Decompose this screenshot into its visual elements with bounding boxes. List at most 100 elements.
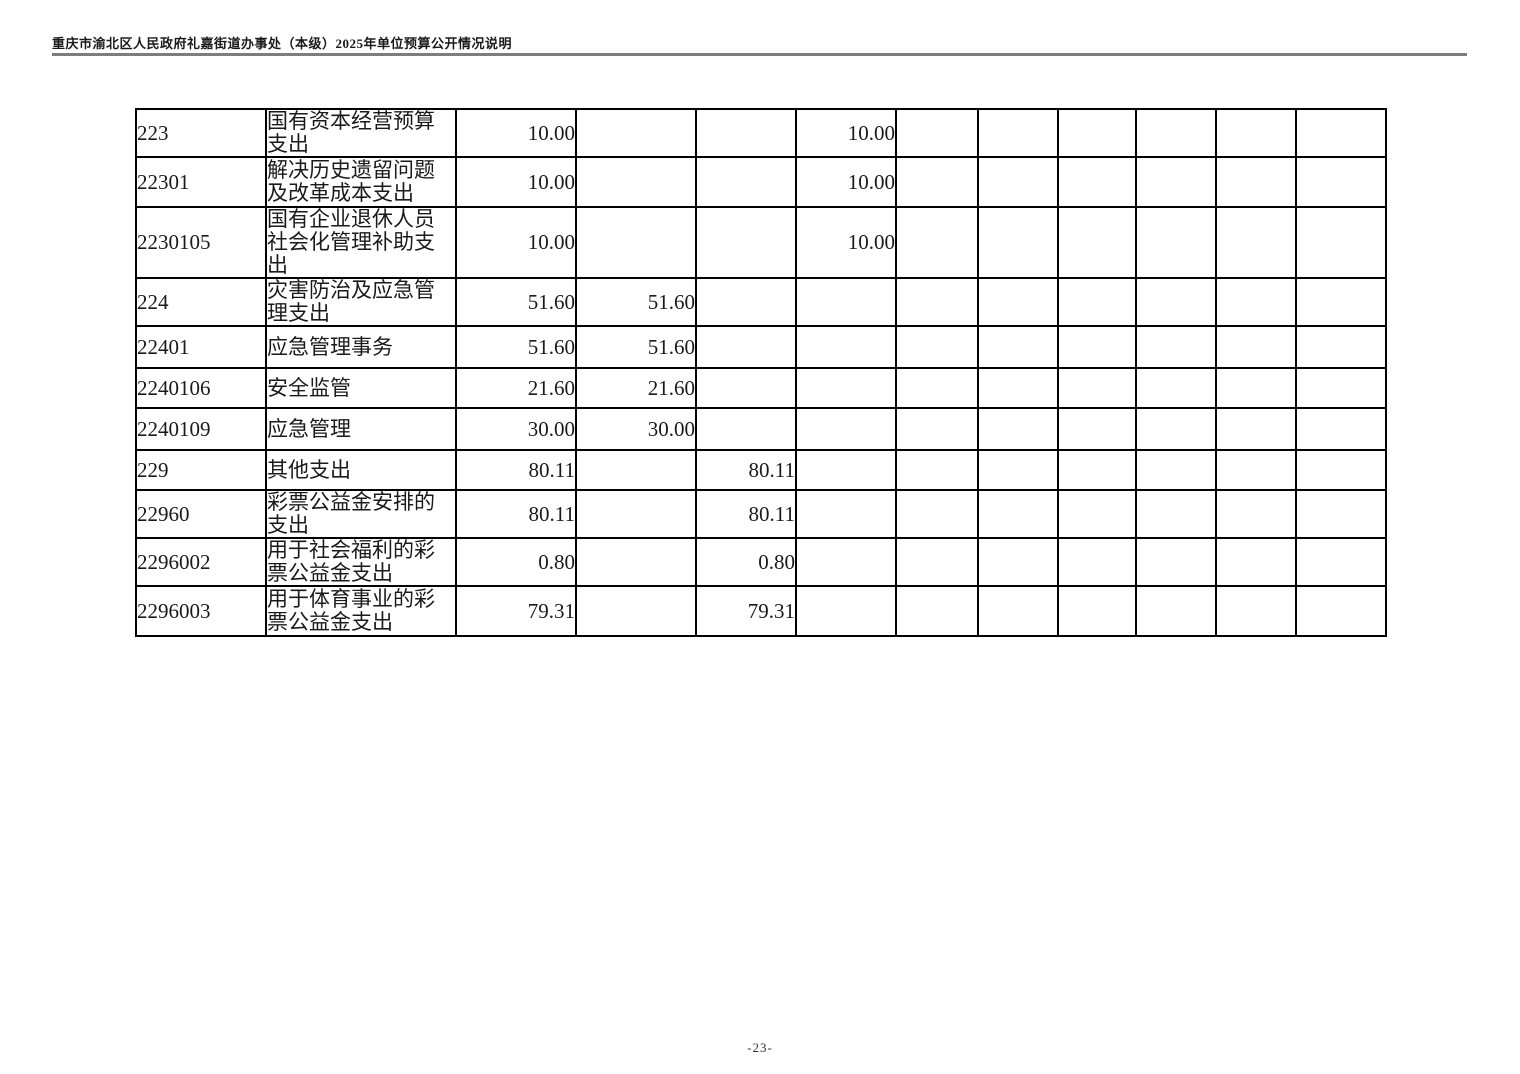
amount-cell: [1215, 277, 1297, 327]
amount-cell: 10.00: [795, 156, 897, 208]
amount-cell: [1135, 277, 1217, 327]
amount-cell: 80.11: [455, 489, 577, 539]
amount-cell: [977, 537, 1059, 587]
amount-cell: [1135, 537, 1217, 587]
amount-cell: 21.60: [575, 367, 697, 409]
table-row: 22301 解决历史遗留问题及改革成本支出 10.00 10.00: [135, 156, 1387, 208]
amount-cell: 10.00: [795, 206, 897, 279]
amount-cell: [1295, 537, 1387, 587]
amount-cell: [795, 407, 897, 451]
name-cell: 应急管理: [265, 407, 457, 451]
amount-cell: [1057, 206, 1137, 279]
amount-cell: [1295, 367, 1387, 409]
amount-cell: 51.60: [575, 325, 697, 369]
amount-cell: [977, 449, 1059, 491]
amount-cell: 10.00: [455, 108, 577, 158]
amount-cell: [795, 277, 897, 327]
code-cell: 2296003: [135, 585, 267, 637]
header-title: 重庆市渝北区人民政府礼嘉街道办事处（本级）2025年单位预算公开情况说明: [52, 36, 513, 51]
amount-cell: 51.60: [455, 325, 577, 369]
amount-cell: [695, 108, 797, 158]
amount-cell: [895, 206, 979, 279]
amount-cell: [1057, 407, 1137, 451]
amount-cell: [1057, 489, 1137, 539]
amount-cell: [795, 449, 897, 491]
amount-cell: 10.00: [795, 108, 897, 158]
amount-cell: [977, 156, 1059, 208]
amount-cell: [575, 489, 697, 539]
amount-cell: [1135, 407, 1217, 451]
amount-cell: [1057, 325, 1137, 369]
amount-cell: [1135, 367, 1217, 409]
code-cell: 2296002: [135, 537, 267, 587]
amount-cell: [1215, 108, 1297, 158]
amount-cell: [1295, 156, 1387, 208]
amount-cell: [977, 367, 1059, 409]
table-row: 229 其他支出 80.11 80.11: [135, 449, 1387, 491]
amount-cell: [1215, 156, 1297, 208]
table-row: 223 国有资本经营预算支出 10.00 10.00: [135, 108, 1387, 158]
code-cell: 229: [135, 449, 267, 491]
amount-cell: 79.31: [695, 585, 797, 637]
amount-cell: [1057, 367, 1137, 409]
amount-cell: 80.11: [455, 449, 577, 491]
amount-cell: [1135, 585, 1217, 637]
amount-cell: [795, 585, 897, 637]
amount-cell: [977, 206, 1059, 279]
amount-cell: [1057, 537, 1137, 587]
amount-cell: [895, 325, 979, 369]
amount-cell: [895, 277, 979, 327]
amount-cell: [795, 367, 897, 409]
amount-cell: [695, 206, 797, 279]
amount-cell: [695, 277, 797, 327]
amount-cell: [795, 489, 897, 539]
amount-cell: [575, 206, 697, 279]
amount-cell: [895, 367, 979, 409]
amount-cell: 21.60: [455, 367, 577, 409]
amount-cell: [895, 489, 979, 539]
amount-cell: 79.31: [455, 585, 577, 637]
amount-cell: [977, 489, 1059, 539]
amount-cell: [1295, 585, 1387, 637]
amount-cell: [1135, 449, 1217, 491]
code-cell: 22301: [135, 156, 267, 208]
budget-table-body: 223 国有资本经营预算支出 10.00 10.00 22301 解决历史遗留问题及改革成…: [135, 108, 1387, 637]
amount-cell: 0.80: [455, 537, 577, 587]
amount-cell: 80.11: [695, 449, 797, 491]
amount-cell: [575, 585, 697, 637]
code-cell: 2230105: [135, 206, 267, 279]
amount-cell: 51.60: [575, 277, 697, 327]
amount-cell: [895, 537, 979, 587]
code-cell: 224: [135, 277, 267, 327]
amount-cell: [795, 537, 897, 587]
table-row: 2240109 应急管理 30.00 30.00: [135, 407, 1387, 451]
name-cell: 应急管理事务: [265, 325, 457, 369]
amount-cell: [575, 537, 697, 587]
amount-cell: [1057, 449, 1137, 491]
amount-cell: [575, 156, 697, 208]
amount-cell: [1295, 325, 1387, 369]
amount-cell: 30.00: [455, 407, 577, 451]
amount-cell: [895, 585, 979, 637]
table-row: 2230105 国有企业退休人员社会化管理补助支出 10.00 10.00: [135, 206, 1387, 279]
amount-cell: [1135, 206, 1217, 279]
name-cell: 用于社会福利的彩票公益金支出: [265, 537, 457, 587]
amount-cell: 80.11: [695, 489, 797, 539]
amount-cell: [575, 108, 697, 158]
table-row: 22401 应急管理事务 51.60 51.60: [135, 325, 1387, 369]
amount-cell: [1215, 537, 1297, 587]
amount-cell: [795, 325, 897, 369]
name-cell: 解决历史遗留问题及改革成本支出: [265, 156, 457, 208]
amount-cell: 0.80: [695, 537, 797, 587]
code-cell: 2240109: [135, 407, 267, 451]
table-row: 2296002 用于社会福利的彩票公益金支出 0.80 0.80: [135, 537, 1387, 587]
table-row: 224 灾害防治及应急管理支出 51.60 51.60: [135, 277, 1387, 327]
amount-cell: [695, 156, 797, 208]
amount-cell: [1135, 489, 1217, 539]
name-cell: 安全监管: [265, 367, 457, 409]
amount-cell: [1215, 407, 1297, 451]
amount-cell: [1215, 206, 1297, 279]
amount-cell: [1295, 277, 1387, 327]
amount-cell: [1215, 367, 1297, 409]
